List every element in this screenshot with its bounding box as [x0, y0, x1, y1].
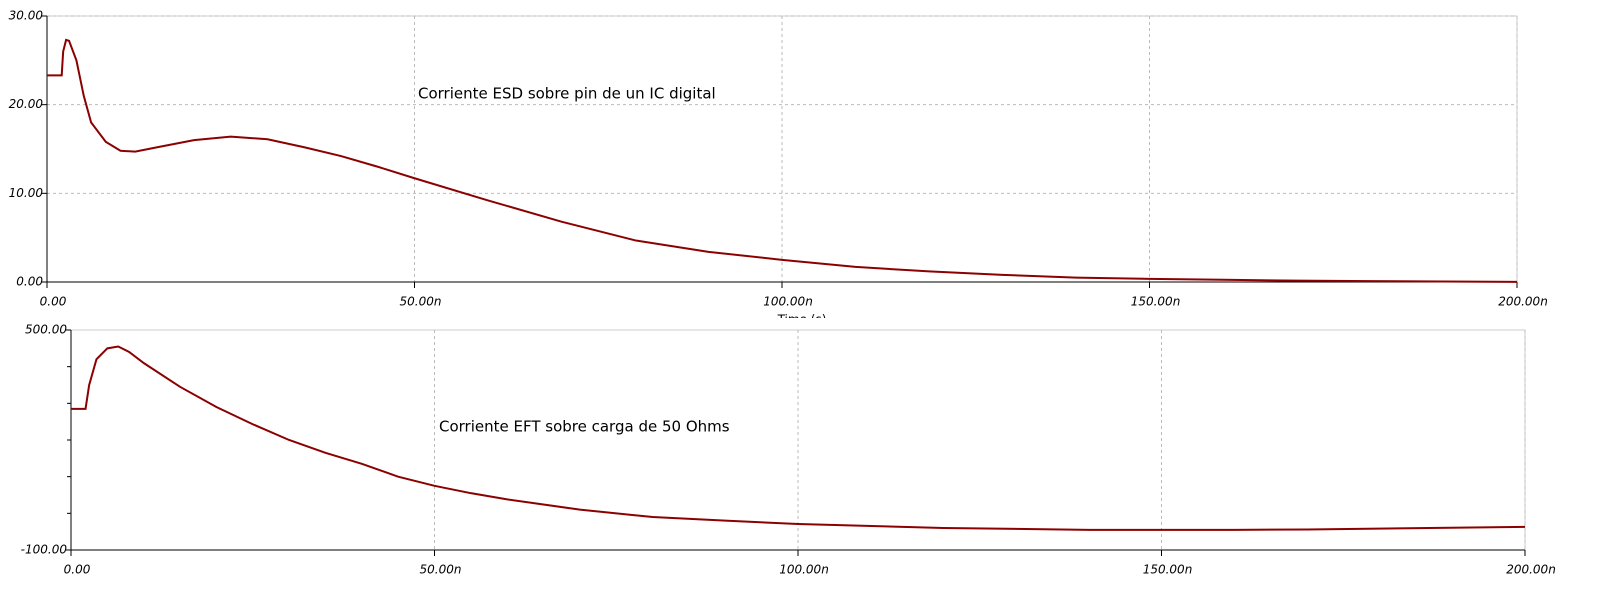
- x-tick-label: 0.00: [40, 295, 67, 309]
- data-line: [47, 38, 1518, 283]
- y-tick-label: -100.00: [21, 543, 68, 557]
- x-tick-label: 100.00n: [763, 295, 813, 309]
- y-tick-label: 10.00: [9, 186, 44, 200]
- y-tick-label: 500.00: [25, 323, 67, 337]
- x-tick-label: 150.00n: [1143, 563, 1193, 577]
- annotation: Corriente EFT sobre carga de 50 Ohms: [439, 418, 730, 436]
- x-tick-label: 50.00n: [420, 563, 462, 577]
- x-tick-label: 150.00n: [1131, 295, 1181, 309]
- data-line: [71, 345, 1526, 531]
- x-tick-label: 100.00n: [779, 563, 829, 577]
- x-tick-label: 50.00n: [400, 295, 442, 309]
- x-axis-label: Time (s): [777, 313, 827, 327]
- annotation: Corriente ESD sobre pin de un IC digital: [418, 85, 716, 103]
- y-tick-label: 30.00: [9, 9, 44, 23]
- x-tick-label: 200.00n: [1506, 563, 1556, 577]
- x-tick-label: 0.00: [64, 563, 91, 577]
- x-tick-label: 200.00n: [1498, 295, 1548, 309]
- y-tick-label: 0.00: [16, 275, 43, 289]
- y-tick-label: 20.00: [9, 97, 44, 111]
